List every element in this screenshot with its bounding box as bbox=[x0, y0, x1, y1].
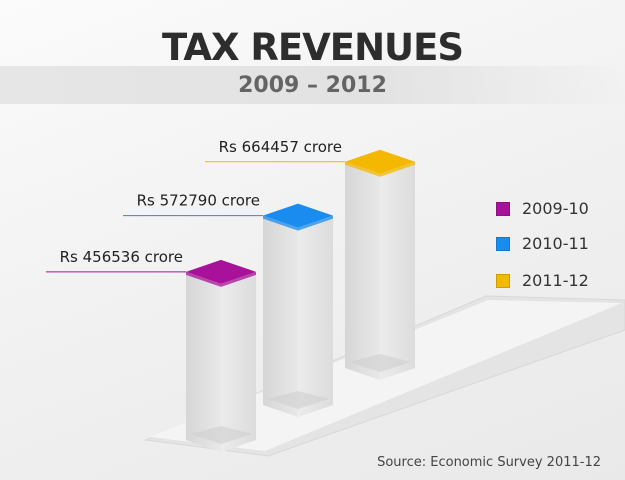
subtitle-band bbox=[0, 66, 625, 104]
bar-front-face bbox=[263, 215, 298, 417]
legend-item: 2011-12 bbox=[496, 271, 589, 290]
bar-top-edge bbox=[263, 215, 333, 231]
legend-swatch bbox=[496, 201, 510, 216]
legend-item: 2009-10 bbox=[496, 199, 589, 218]
legend-label: 2009-10 bbox=[522, 199, 589, 218]
bar-front-face bbox=[186, 271, 221, 452]
legend-item: 2010-11 bbox=[496, 234, 589, 253]
legend-label: 2010-11 bbox=[522, 234, 589, 253]
bar-side-face bbox=[298, 215, 333, 417]
legend-swatch bbox=[496, 273, 510, 288]
chart-title: TAX REVENUES bbox=[161, 26, 464, 69]
bar-top-edge bbox=[345, 161, 415, 177]
bar-side-face bbox=[380, 161, 415, 380]
bar-top-edge bbox=[186, 271, 256, 287]
bar-base-shadow bbox=[349, 354, 411, 372]
data-label: Rs 664457 crore bbox=[219, 138, 342, 156]
data-label: Rs 572790 crore bbox=[137, 192, 260, 210]
data-label: Rs 456536 crore bbox=[60, 248, 183, 266]
legend-swatch bbox=[496, 236, 510, 251]
chart-subtitle: 2009 – 2012 bbox=[238, 73, 387, 98]
bar-base-shadow bbox=[190, 426, 252, 444]
bar-base-shadow bbox=[267, 391, 329, 409]
bar-side-face bbox=[221, 271, 256, 452]
source-note: Source: Economic Survey 2011-12 bbox=[377, 455, 601, 470]
legend-label: 2011-12 bbox=[522, 271, 589, 290]
bar-front-face bbox=[345, 161, 380, 380]
